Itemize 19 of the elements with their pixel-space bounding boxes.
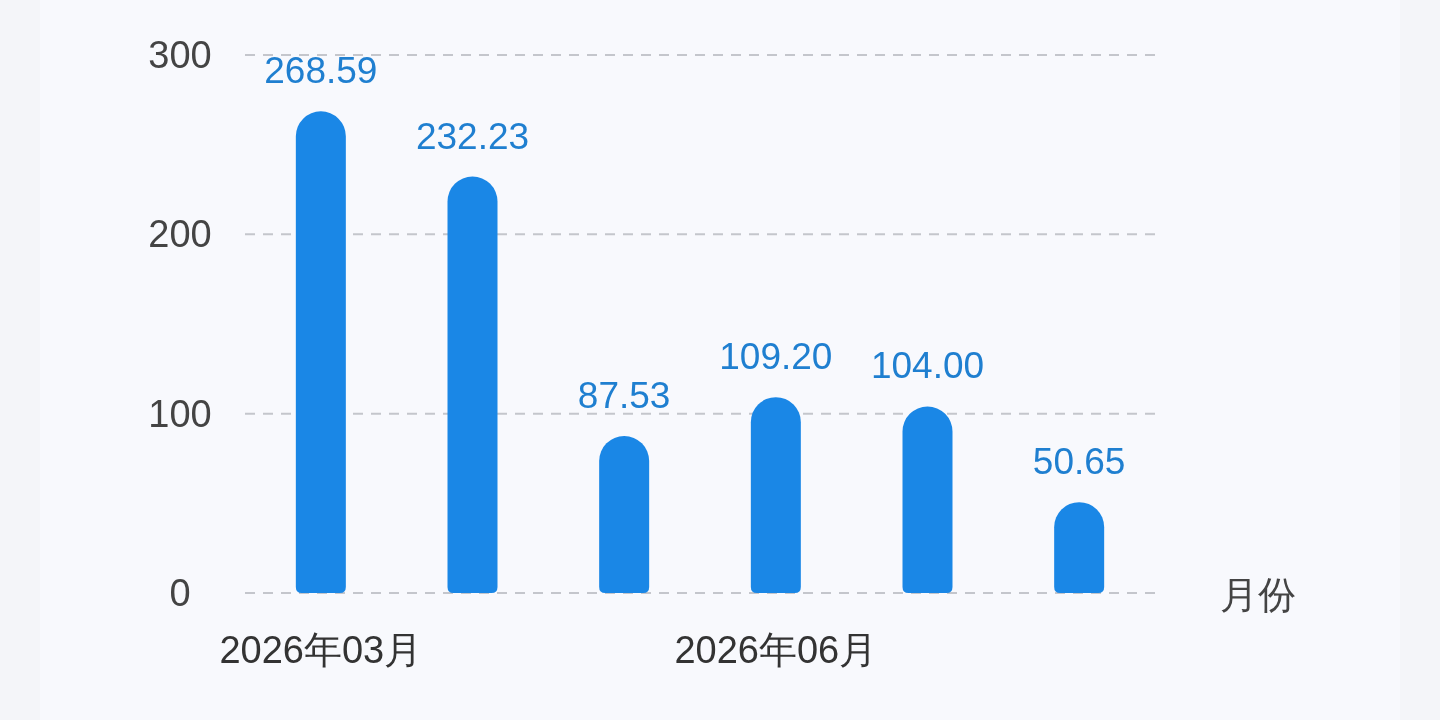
bar: [599, 436, 650, 593]
x-tick-label: 2026年06月: [674, 629, 878, 671]
data-label: 50.65: [1032, 441, 1126, 483]
data-label: 104.00: [870, 345, 985, 387]
bar: [750, 397, 801, 593]
data-label: 87.53: [577, 375, 671, 417]
bar: [1054, 502, 1105, 593]
y-tick-label: 0: [169, 572, 191, 614]
y-tick-label: 100: [148, 392, 212, 435]
data-label: 109.20: [719, 336, 833, 378]
x-axis-title: 月份: [1220, 574, 1296, 616]
x-tick-label: 2026年03月: [219, 629, 423, 671]
data-label: 232.23: [415, 115, 530, 157]
data-label: 268.59: [264, 50, 378, 92]
bar: [447, 176, 498, 593]
bar: [902, 406, 953, 593]
y-tick-label: 200: [148, 213, 212, 256]
bar: [295, 111, 346, 593]
y-tick-label: 300: [148, 34, 212, 76]
